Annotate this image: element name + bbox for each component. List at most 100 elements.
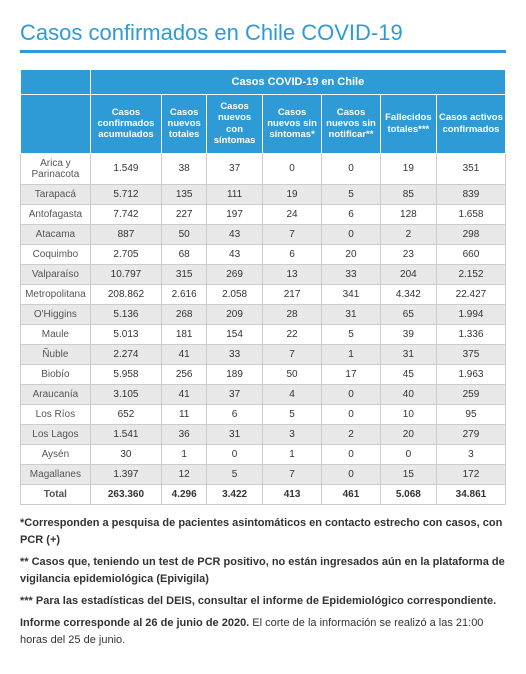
region-name: Coquimbo xyxy=(21,244,91,264)
data-cell: 279 xyxy=(436,424,505,444)
data-cell: 181 xyxy=(162,324,207,344)
data-cell: 17 xyxy=(322,364,381,384)
data-cell: 43 xyxy=(207,244,263,264)
column-header xyxy=(21,95,91,154)
data-cell: 375 xyxy=(436,344,505,364)
total-cell: 3.422 xyxy=(207,484,263,504)
data-cell: 31 xyxy=(380,344,436,364)
data-cell: 4 xyxy=(262,384,321,404)
region-name: Valparaíso xyxy=(21,264,91,284)
region-name: Tarapacá xyxy=(21,184,91,204)
super-header-span: Casos COVID-19 en Chile xyxy=(90,70,505,95)
column-header: Casos nuevos totales xyxy=(162,95,207,154)
data-cell: 30 xyxy=(90,444,161,464)
data-cell: 208.862 xyxy=(90,284,161,304)
region-name: Aysén xyxy=(21,444,91,464)
data-cell: 15 xyxy=(380,464,436,484)
data-cell: 65 xyxy=(380,304,436,324)
data-cell: 6 xyxy=(322,204,381,224)
data-cell: 38 xyxy=(162,153,207,184)
data-cell: 2.058 xyxy=(207,284,263,304)
total-cell: 461 xyxy=(322,484,381,504)
table-row: Ñuble2.27441337131375 xyxy=(21,344,506,364)
data-cell: 24 xyxy=(262,204,321,224)
data-cell: 209 xyxy=(207,304,263,324)
region-name: Los Ríos xyxy=(21,404,91,424)
table-row: Magallanes1.3971257015172 xyxy=(21,464,506,484)
footnote-2: ** Casos que, teniendo un test de PCR po… xyxy=(20,554,506,589)
data-cell: 1 xyxy=(322,344,381,364)
data-cell: 6 xyxy=(262,244,321,264)
table-row: Valparaíso10.79731526913332042.152 xyxy=(21,264,506,284)
data-cell: 351 xyxy=(436,153,505,184)
page-title: Casos confirmados en Chile COVID-19 xyxy=(20,20,506,46)
data-cell: 315 xyxy=(162,264,207,284)
data-cell: 5 xyxy=(322,184,381,204)
table-super-header: Casos COVID-19 en Chile xyxy=(21,70,506,95)
data-cell: 31 xyxy=(322,304,381,324)
data-cell: 3 xyxy=(262,424,321,444)
data-cell: 5 xyxy=(322,324,381,344)
data-cell: 204 xyxy=(380,264,436,284)
data-cell: 2 xyxy=(322,424,381,444)
table-row: Arica y Parinacota1.54938370019351 xyxy=(21,153,506,184)
footnote-4: Informe corresponde al 26 de junio de 20… xyxy=(20,615,506,650)
data-cell: 5.013 xyxy=(90,324,161,344)
data-cell: 887 xyxy=(90,224,161,244)
data-cell: 256 xyxy=(162,364,207,384)
table-body: Arica y Parinacota1.54938370019351Tarapa… xyxy=(21,153,506,504)
data-cell: 95 xyxy=(436,404,505,424)
data-cell: 0 xyxy=(322,384,381,404)
data-cell: 13 xyxy=(262,264,321,284)
footnotes: *Corresponden a pesquisa de pacientes as… xyxy=(20,515,506,650)
data-cell: 0 xyxy=(322,444,381,464)
data-cell: 10 xyxy=(380,404,436,424)
table-row: Los Ríos652116501095 xyxy=(21,404,506,424)
data-cell: 5.958 xyxy=(90,364,161,384)
data-cell: 154 xyxy=(207,324,263,344)
table-row: Aysén30101003 xyxy=(21,444,506,464)
table-row: Atacama8875043702298 xyxy=(21,224,506,244)
data-cell: 20 xyxy=(322,244,381,264)
data-cell: 12 xyxy=(162,464,207,484)
column-header: Casos nuevos sin síntomas* xyxy=(262,95,321,154)
data-cell: 33 xyxy=(322,264,381,284)
footnote-4-bold: Informe corresponde al 26 de junio de 20… xyxy=(20,617,249,629)
region-name: Antofagasta xyxy=(21,204,91,224)
region-name: Arica y Parinacota xyxy=(21,153,91,184)
data-cell: 1.658 xyxy=(436,204,505,224)
table-row: Araucanía3.10541374040259 xyxy=(21,384,506,404)
footnote-3: *** Para las estadísticas del DEIS, cons… xyxy=(20,593,506,611)
data-cell: 33 xyxy=(207,344,263,364)
data-cell: 7 xyxy=(262,344,321,364)
column-header: Casos nuevos sin notificar** xyxy=(322,95,381,154)
data-cell: 1.994 xyxy=(436,304,505,324)
footnote-1: *Corresponden a pesquisa de pacientes as… xyxy=(20,515,506,550)
data-cell: 22.427 xyxy=(436,284,505,304)
data-cell: 45 xyxy=(380,364,436,384)
column-header: Fallecidos totales*** xyxy=(380,95,436,154)
super-header-blank xyxy=(21,70,91,95)
data-cell: 19 xyxy=(380,153,436,184)
data-cell: 0 xyxy=(322,404,381,424)
table-row: Metropolitana208.8622.6162.0582173414.34… xyxy=(21,284,506,304)
data-cell: 128 xyxy=(380,204,436,224)
table-column-headers: Casos confirmados acumuladosCasos nuevos… xyxy=(21,95,506,154)
data-cell: 1.549 xyxy=(90,153,161,184)
table-row: Los Lagos1.54136313220279 xyxy=(21,424,506,444)
data-cell: 40 xyxy=(380,384,436,404)
region-name: Maule xyxy=(21,324,91,344)
data-cell: 5.136 xyxy=(90,304,161,324)
cases-table: Casos COVID-19 en Chile Casos confirmado… xyxy=(20,69,506,505)
data-cell: 111 xyxy=(207,184,263,204)
data-cell: 1.336 xyxy=(436,324,505,344)
data-cell: 4.342 xyxy=(380,284,436,304)
data-cell: 0 xyxy=(322,153,381,184)
region-name: Los Lagos xyxy=(21,424,91,444)
data-cell: 6 xyxy=(207,404,263,424)
data-cell: 227 xyxy=(162,204,207,224)
data-cell: 7 xyxy=(262,224,321,244)
data-cell: 2.616 xyxy=(162,284,207,304)
data-cell: 41 xyxy=(162,344,207,364)
data-cell: 68 xyxy=(162,244,207,264)
